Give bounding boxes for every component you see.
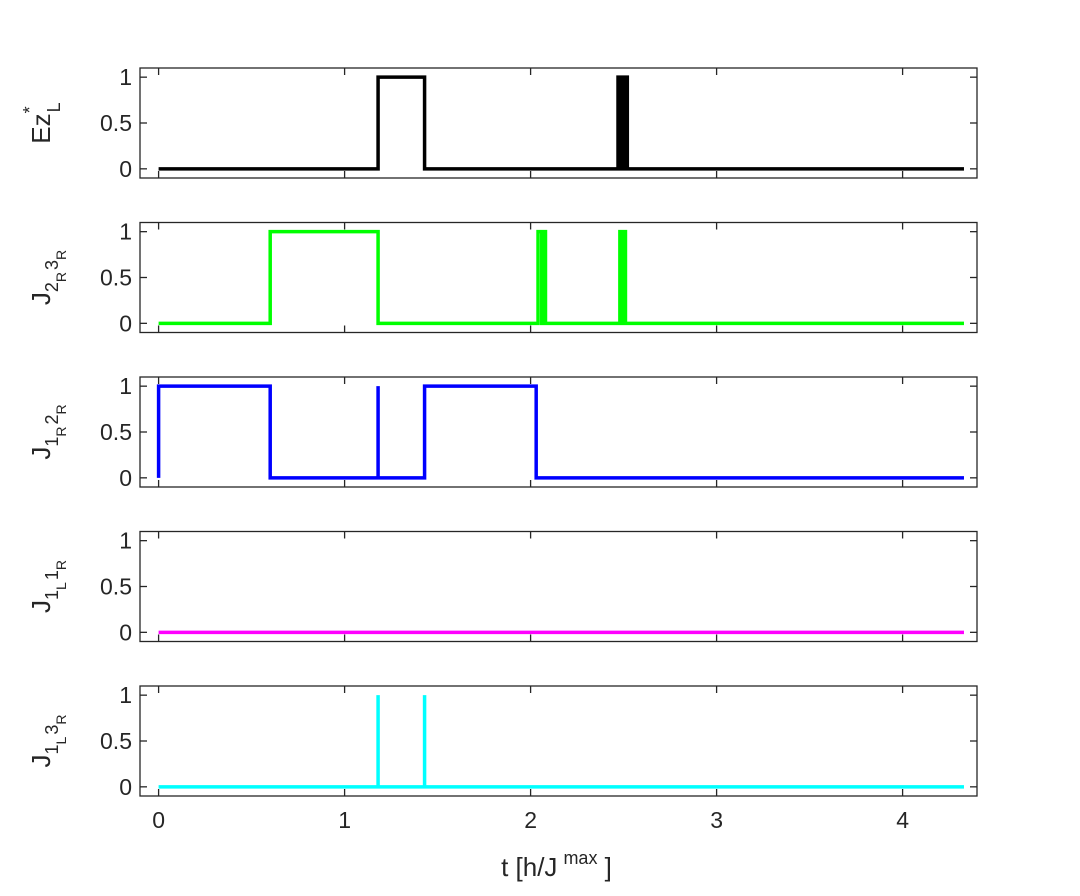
y-label-part: R [53, 272, 69, 282]
y-label-part: 1 [42, 590, 62, 600]
axes-box [139, 685, 978, 797]
axes-box [139, 221, 978, 334]
y-tick-label: 0.5 [100, 110, 132, 136]
y-tick-label: 0 [119, 156, 132, 182]
y-label-part: R [53, 250, 69, 260]
y-label-part: J [26, 447, 56, 460]
y-label-part: R [53, 560, 69, 570]
y-tick-label: 1 [119, 373, 132, 399]
y-label-sub: L [44, 102, 64, 112]
x-tick-label: 1 [338, 807, 351, 833]
y-label-part: J [26, 754, 56, 767]
axes-box [139, 530, 978, 643]
y-tick-label: 0.5 [100, 728, 132, 754]
y-tick-label: 0 [119, 465, 132, 491]
y-label-part: 1 [42, 437, 62, 447]
y-tick-label: 1 [119, 528, 132, 554]
y-tick-label: 0 [119, 619, 132, 645]
x-tick-label: 0 [152, 807, 165, 833]
y-label-base: Ez [26, 113, 56, 143]
y-tick-label: 1 [119, 64, 132, 90]
series-line [158, 75, 964, 171]
x-tick-label: 2 [524, 807, 537, 833]
y-label-part: L [53, 736, 69, 744]
x-label-sup: max [563, 848, 597, 868]
y-label-part: 3 [42, 725, 62, 735]
y-tick-label: 1 [119, 682, 132, 708]
y-axis-label: J2R3R [26, 250, 69, 305]
y-axis-label: J1R2R [26, 404, 69, 459]
axes-box [139, 67, 978, 179]
x-label-main: t [h/J [501, 852, 557, 882]
y-label-part: 1 [42, 744, 62, 754]
y-axis-label: Ez* L [20, 102, 64, 143]
x-label-close: ] [597, 852, 611, 882]
axes-box [139, 376, 978, 488]
y-label-part: L [53, 582, 69, 590]
y-tick-label: 0.5 [100, 574, 132, 600]
x-tick-label: 3 [710, 807, 723, 833]
y-tick-label: 0 [119, 774, 132, 800]
y-axis-label: J1L3R [26, 715, 69, 768]
y-label-part: J [26, 292, 56, 305]
x-axis-label: t [h/J max ] [501, 848, 612, 882]
y-tick-label: 0.5 [100, 265, 132, 291]
y-label-part: R [53, 404, 69, 414]
y-label-part: 3 [42, 260, 62, 270]
y-label-part: R [53, 715, 69, 725]
y-label-part: 1 [42, 570, 62, 580]
y-label-sup: * [20, 106, 40, 113]
y-label-part: 2 [42, 414, 62, 424]
series-line [158, 695, 964, 789]
y-axis-label: J1L1R [26, 560, 69, 613]
series-line [158, 229, 964, 326]
y-label-part: 2 [42, 282, 62, 292]
y-label-part: R [53, 427, 69, 437]
series-line [156, 384, 964, 480]
x-tick-label: 4 [896, 807, 909, 833]
y-tick-label: 0.5 [100, 419, 132, 445]
y-tick-label: 0 [119, 310, 132, 336]
y-label-part: J [26, 600, 56, 613]
panel-1: 0 0.5 1 Ez* L [20, 64, 978, 182]
y-tick-label: 1 [119, 219, 132, 245]
